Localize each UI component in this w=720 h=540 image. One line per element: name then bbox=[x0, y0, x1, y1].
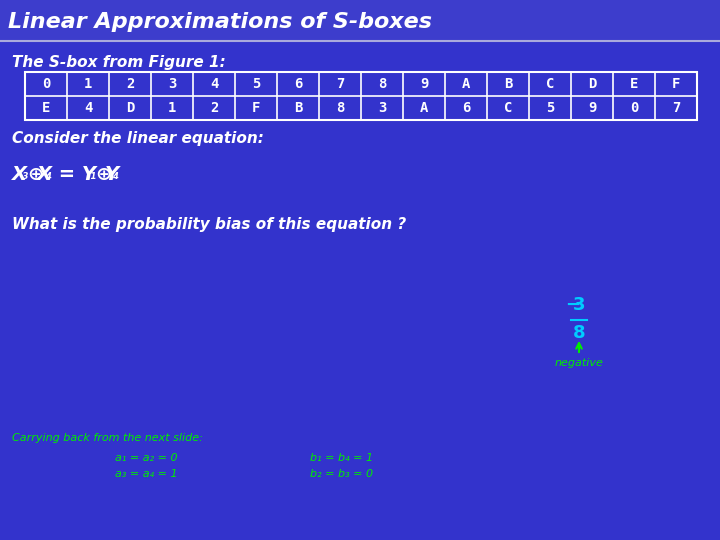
Text: 7: 7 bbox=[336, 77, 344, 91]
Text: What is the probability bias of this equation ?: What is the probability bias of this equ… bbox=[12, 218, 406, 233]
Text: b₂ = b₃ = 0: b₂ = b₃ = 0 bbox=[310, 469, 373, 479]
Bar bbox=[0, 0, 720, 40]
Text: ₄: ₄ bbox=[114, 168, 120, 182]
Text: C: C bbox=[504, 101, 512, 115]
Text: A: A bbox=[462, 77, 470, 91]
Text: 8: 8 bbox=[378, 77, 386, 91]
Text: 0: 0 bbox=[42, 77, 50, 91]
Text: 9: 9 bbox=[588, 101, 596, 115]
Text: ⊕: ⊕ bbox=[27, 165, 44, 185]
Text: 9: 9 bbox=[420, 77, 428, 91]
Text: b₁ = b₄ = 1: b₁ = b₄ = 1 bbox=[310, 453, 373, 463]
Text: a₃ = a₄ = 1: a₃ = a₄ = 1 bbox=[115, 469, 178, 479]
Text: B: B bbox=[294, 101, 302, 115]
Text: 0: 0 bbox=[630, 101, 638, 115]
Text: 4: 4 bbox=[210, 77, 218, 91]
Text: F: F bbox=[672, 77, 680, 91]
Text: 5: 5 bbox=[546, 101, 554, 115]
Text: B: B bbox=[504, 77, 512, 91]
Text: Carrying back from the next slide:: Carrying back from the next slide: bbox=[12, 433, 203, 443]
Text: C: C bbox=[546, 77, 554, 91]
Text: 5: 5 bbox=[252, 77, 260, 91]
Text: 8: 8 bbox=[336, 101, 344, 115]
Text: X: X bbox=[37, 165, 52, 185]
Text: 6: 6 bbox=[294, 77, 302, 91]
Text: 6: 6 bbox=[462, 101, 470, 115]
Text: X: X bbox=[12, 165, 27, 185]
Text: D: D bbox=[588, 77, 596, 91]
Text: F: F bbox=[252, 101, 260, 115]
Text: ₁: ₁ bbox=[89, 168, 95, 182]
Text: E: E bbox=[630, 77, 638, 91]
Text: negative: negative bbox=[554, 358, 603, 368]
Text: Linear Approximations of S-boxes: Linear Approximations of S-boxes bbox=[8, 12, 432, 32]
Text: 4: 4 bbox=[84, 101, 92, 115]
Text: 3: 3 bbox=[572, 296, 585, 314]
Text: Y: Y bbox=[104, 165, 118, 185]
Text: ⊕: ⊕ bbox=[95, 165, 112, 185]
Text: 3: 3 bbox=[378, 101, 386, 115]
Text: 2: 2 bbox=[210, 101, 218, 115]
Bar bbox=[25, 72, 697, 120]
Text: a₁ = a₂ = 0: a₁ = a₂ = 0 bbox=[115, 453, 178, 463]
Text: 7: 7 bbox=[672, 101, 680, 115]
Text: E: E bbox=[42, 101, 50, 115]
Text: 1: 1 bbox=[168, 101, 176, 115]
Text: A: A bbox=[420, 101, 428, 115]
Text: 3: 3 bbox=[168, 77, 176, 91]
Text: ₄: ₄ bbox=[46, 168, 52, 182]
Text: 2: 2 bbox=[126, 77, 134, 91]
Text: −: − bbox=[565, 296, 580, 314]
Text: 1: 1 bbox=[84, 77, 92, 91]
Text: Consider the linear equation:: Consider the linear equation: bbox=[12, 131, 264, 145]
Text: 8: 8 bbox=[572, 324, 585, 342]
Text: = Y: = Y bbox=[53, 165, 96, 185]
Text: ₃: ₃ bbox=[21, 168, 27, 182]
Text: D: D bbox=[126, 101, 134, 115]
Text: The S-box from Figure 1:: The S-box from Figure 1: bbox=[12, 55, 226, 70]
